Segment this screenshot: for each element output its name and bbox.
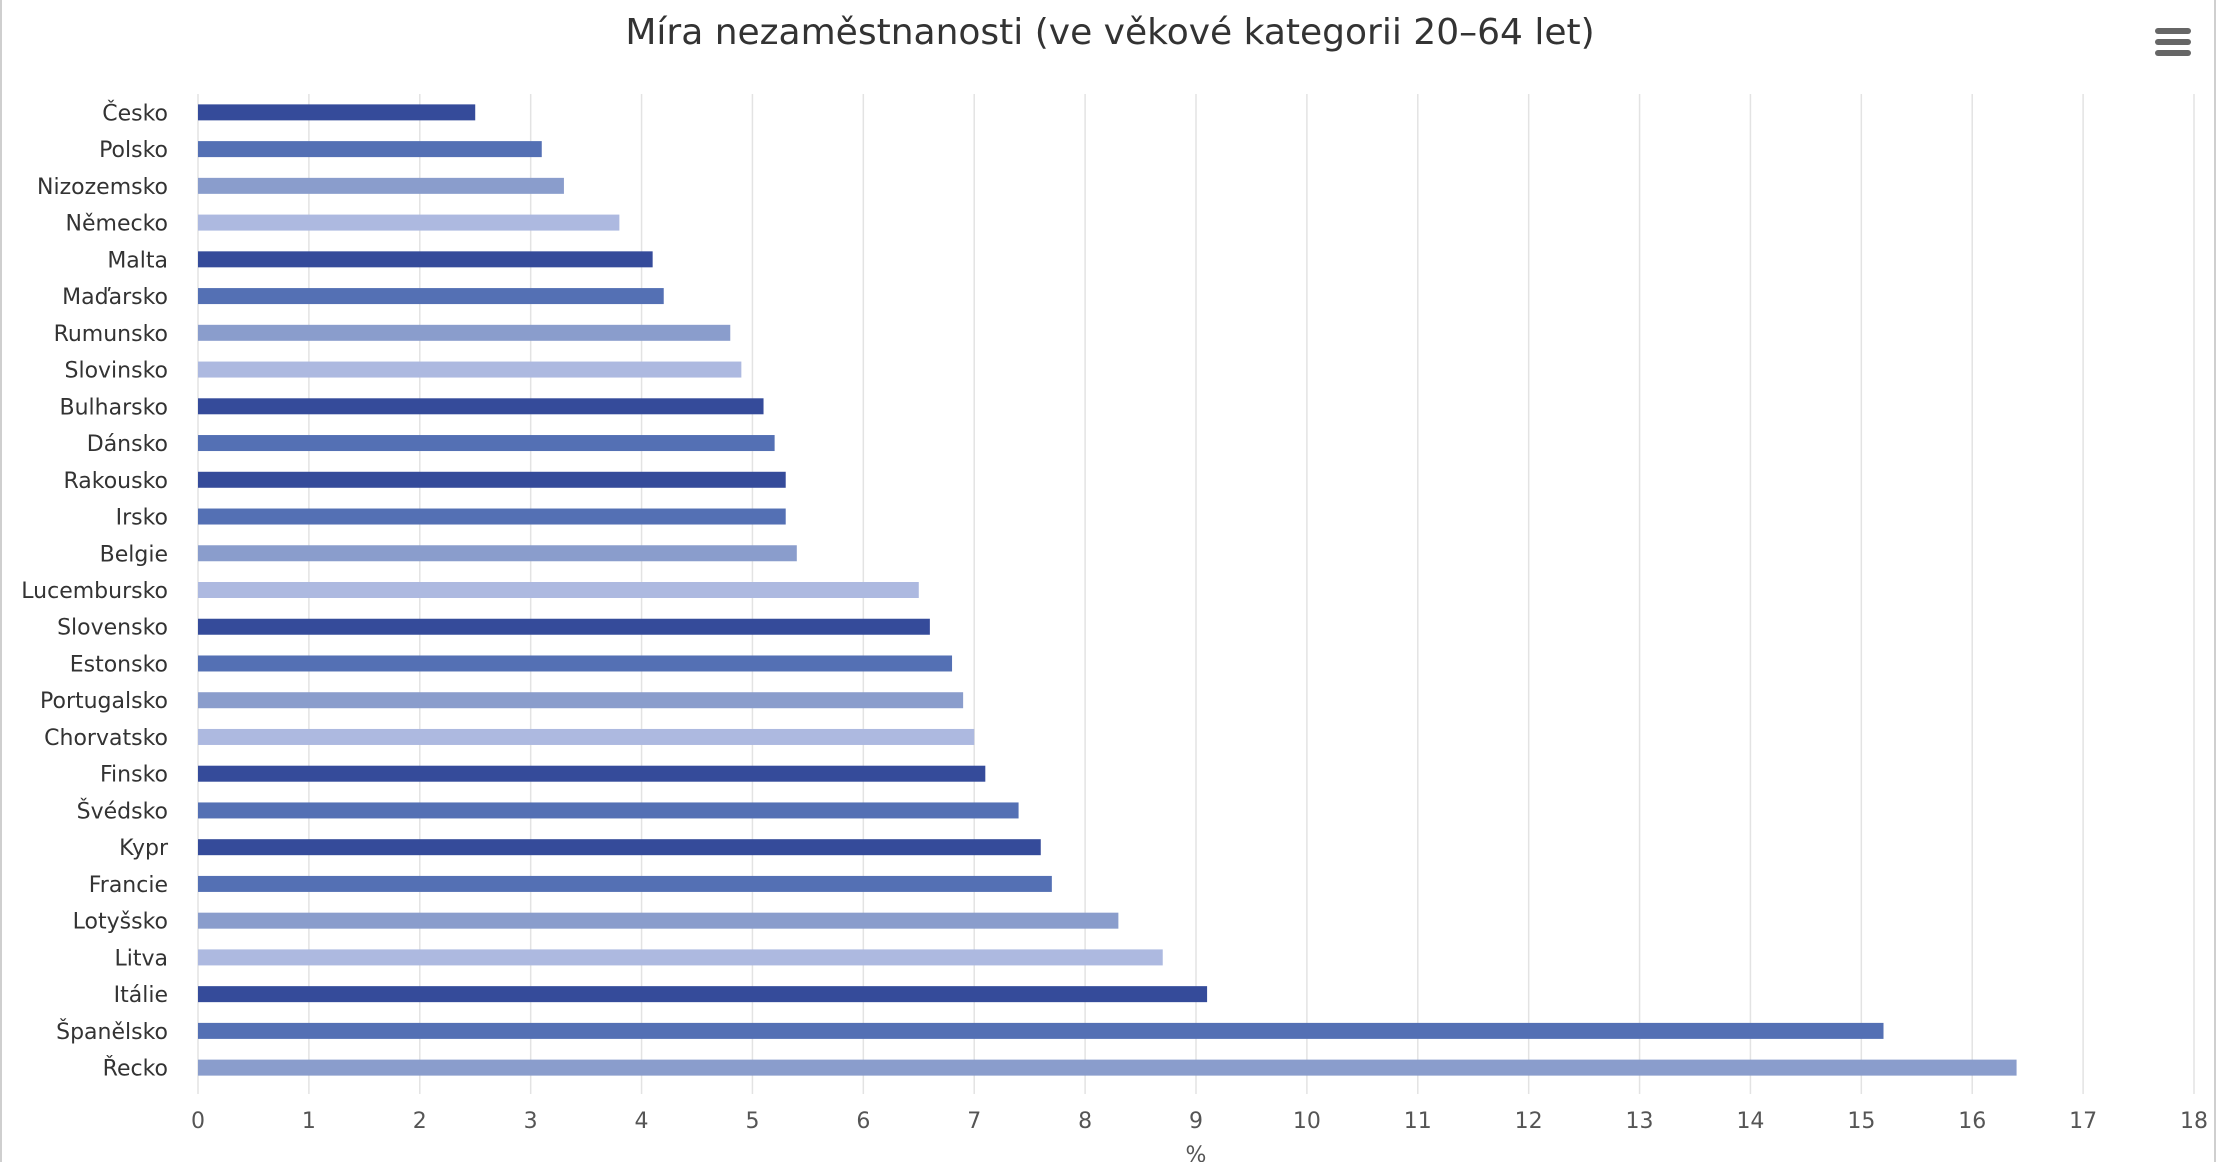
bar-9[interactable] xyxy=(198,435,775,452)
bar-0[interactable] xyxy=(198,104,476,121)
category-label: Francie xyxy=(89,873,168,898)
bar-25[interactable] xyxy=(198,1022,1884,1039)
x-tick-label: 13 xyxy=(1626,1109,1654,1134)
bar-12[interactable] xyxy=(198,545,797,562)
bar-11[interactable] xyxy=(198,508,786,525)
x-tick-label: 10 xyxy=(1293,1109,1321,1134)
x-tick-label: 15 xyxy=(1847,1109,1875,1134)
category-label: Bulharsko xyxy=(60,395,169,420)
category-label: Španělsko xyxy=(56,1019,168,1045)
bar-26[interactable] xyxy=(198,1059,2017,1076)
category-label: Kypr xyxy=(119,836,169,861)
category-label: Slovensko xyxy=(57,616,168,641)
category-label: Nizozemsko xyxy=(37,175,168,200)
x-tick-label: 1 xyxy=(302,1109,316,1134)
bar-15[interactable] xyxy=(198,655,953,672)
bar-20[interactable] xyxy=(198,839,1041,856)
category-label: Maďarsko xyxy=(62,285,168,310)
grid-lines xyxy=(197,94,2195,1094)
x-tick-label: 4 xyxy=(635,1109,649,1134)
category-label: Chorvatsko xyxy=(44,726,168,751)
x-tick-label: 0 xyxy=(191,1109,205,1134)
x-tick-label: 3 xyxy=(524,1109,538,1134)
category-label: Finsko xyxy=(100,763,168,788)
category-label: Litva xyxy=(115,946,169,971)
bar-19[interactable] xyxy=(198,802,1019,819)
bar-13[interactable] xyxy=(198,582,919,598)
bar-7[interactable] xyxy=(198,361,742,378)
category-label: Rumunsko xyxy=(54,322,168,347)
bars xyxy=(198,104,2017,1076)
chart-menu-button[interactable] xyxy=(2152,24,2194,60)
bar-16[interactable] xyxy=(198,692,964,709)
category-label: Německo xyxy=(66,212,168,237)
bar-10[interactable] xyxy=(198,471,786,488)
category-label: Švédsko xyxy=(77,798,168,824)
category-label: Dánsko xyxy=(87,432,168,457)
chart-title: Míra nezaměstnanosti (ve věkové kategori… xyxy=(625,12,1594,53)
x-tick-label: 8 xyxy=(1078,1109,1092,1134)
bar-18[interactable] xyxy=(198,765,986,782)
category-label: Lotyšsko xyxy=(73,910,168,935)
bar-3[interactable] xyxy=(198,214,620,231)
x-tick-label: 17 xyxy=(2069,1109,2097,1134)
bar-8[interactable] xyxy=(198,398,764,415)
bar-24[interactable] xyxy=(198,986,1208,1003)
bar-5[interactable] xyxy=(198,288,664,305)
bar-6[interactable] xyxy=(198,324,731,341)
category-label: Rakousko xyxy=(63,469,168,494)
category-label: Itálie xyxy=(114,983,168,1008)
category-label: Řecko xyxy=(103,1056,168,1082)
category-label: Malta xyxy=(107,248,168,273)
bar-22[interactable] xyxy=(198,912,1119,929)
x-tick-label: 2 xyxy=(413,1109,427,1134)
x-tick-label: 9 xyxy=(1189,1109,1203,1134)
x-tick-label: 7 xyxy=(967,1109,981,1134)
category-label: Irsko xyxy=(116,506,168,531)
category-label: Slovinsko xyxy=(65,359,169,384)
x-tick-label: 5 xyxy=(745,1109,759,1134)
bar-21[interactable] xyxy=(198,875,1052,892)
x-tick-label: 14 xyxy=(1736,1109,1764,1134)
x-axis-title: % xyxy=(1186,1143,1207,1162)
bar-17[interactable] xyxy=(198,728,975,745)
category-label: Lucembursko xyxy=(21,579,168,604)
bar-2[interactable] xyxy=(198,177,564,194)
category-label: Estonsko xyxy=(70,652,168,677)
category-label: Portugalsko xyxy=(40,689,168,714)
x-tick-label: 11 xyxy=(1404,1109,1432,1134)
bar-14[interactable] xyxy=(198,618,930,635)
category-labels: Česko Polsko Nizozemsko Německo Malta Maďarsk… xyxy=(21,100,169,1081)
x-tick-label: 16 xyxy=(1958,1109,1986,1134)
x-axis-tick-labels: 0 1 2 3 4 5 6 7 8 9 10 11 12 13 14 15 16 17 18 xyxy=(191,1109,2208,1134)
bar-4[interactable] xyxy=(198,251,653,268)
category-label: Česko xyxy=(102,100,168,126)
x-tick-label: 12 xyxy=(1515,1109,1543,1134)
bar-1[interactable] xyxy=(198,141,542,158)
category-label: Belgie xyxy=(100,542,168,567)
x-tick-label: 6 xyxy=(856,1109,870,1134)
bar-23[interactable] xyxy=(198,949,1163,966)
category-label: Polsko xyxy=(99,138,168,163)
x-tick-label: 18 xyxy=(2180,1109,2208,1134)
